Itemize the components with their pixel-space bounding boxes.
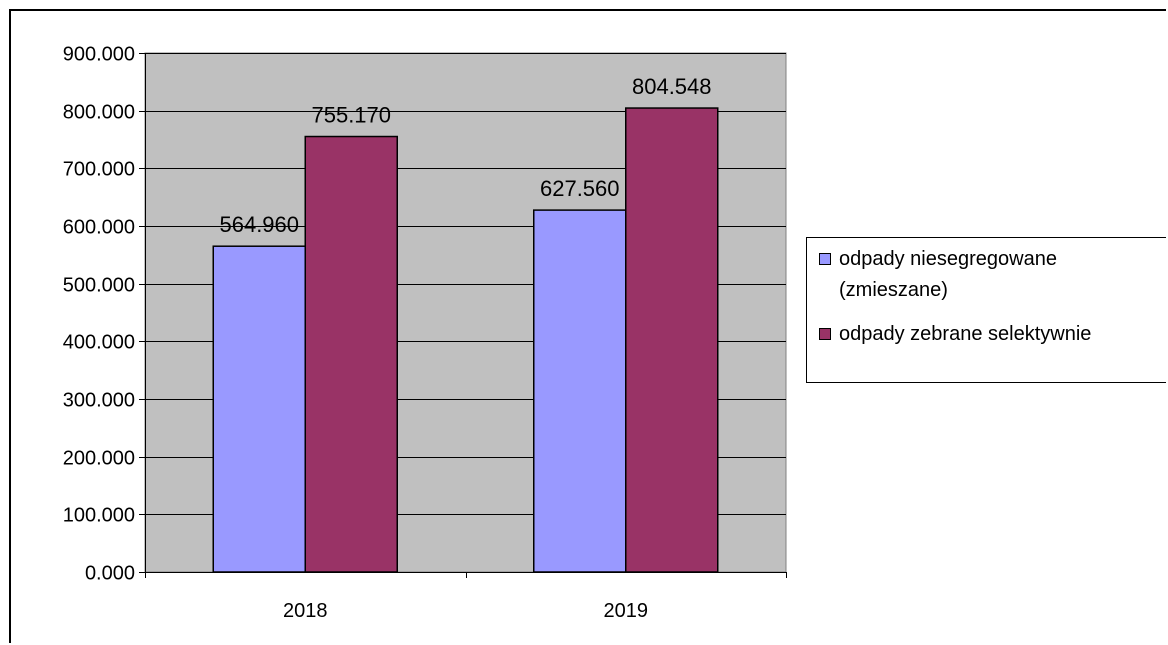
y-tick-label: 700.000 [63,159,135,181]
data-label-2019-series-1: 627.560 [540,176,620,201]
legend-label-line1: odpady niesegregowane [839,248,1057,270]
bar-2019-series-2 [625,107,719,573]
legend-label-line2: (zmieszane) [839,279,948,301]
legend-item-selektywnie: odpady zebrane selektywnie [819,319,1091,350]
y-tick-label: 300.000 [63,390,135,412]
y-tick-label: 500.000 [63,275,135,297]
x-tick-label-2018: 2018 [283,600,328,622]
y-tick-label: 400.000 [63,332,135,354]
legend-swatch-niesegregowane [819,253,831,265]
legend-label-line3: odpady zebrane selektywnie [839,323,1092,345]
data-label-2018-series-2: 755.170 [311,103,391,128]
legend-item-niesegregowane: odpady niesegregowane (zmieszane) [819,244,1057,306]
y-tick-label: 0.000 [85,563,135,585]
bar-2018-series-1 [212,245,306,573]
y-tick-label: 800.000 [63,102,135,124]
chart-frame [9,9,1166,643]
bar-2018-series-2 [304,135,398,573]
legend-swatch-selektywnie [819,328,831,340]
bar-2019-series-1 [533,209,627,573]
data-label-2019-series-2: 804.548 [632,74,712,99]
y-tick-label: 900.000 [63,44,135,66]
x-tick-label-2019: 2019 [604,600,649,622]
y-tick-label: 600.000 [63,217,135,239]
legend: odpady niesegregowane (zmieszane) odpady… [806,237,1166,383]
data-label-2018-series-1: 564.960 [219,212,299,237]
y-tick-label: 100.000 [63,505,135,527]
y-tick-label: 200.000 [63,448,135,470]
